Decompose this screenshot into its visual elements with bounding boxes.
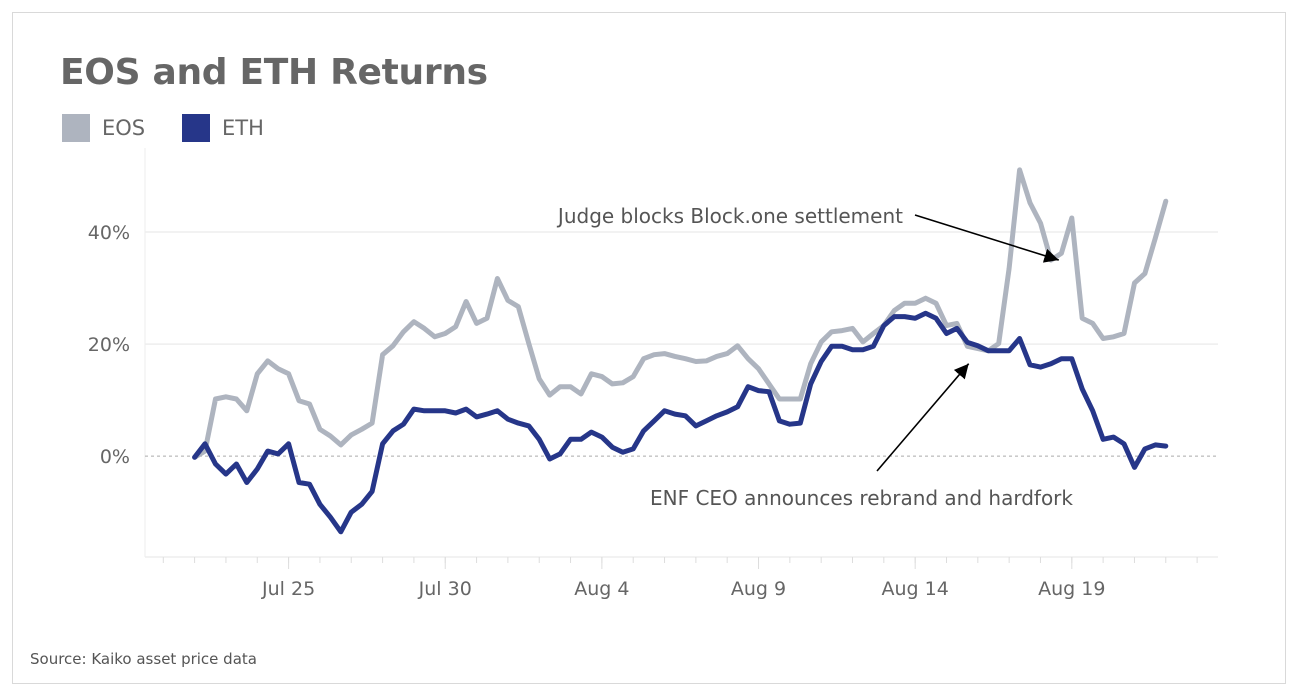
series-line-eth [192, 310, 1169, 535]
chart-card [12, 12, 1286, 684]
legend-label-eos: EOS [102, 116, 146, 140]
series-line-eos [192, 167, 1169, 460]
y-tick-label: 0% [100, 446, 130, 468]
chart-title: EOS and ETH Returns [60, 52, 488, 93]
annotation-label: ENF CEO announces rebrand and hardfork [650, 486, 1073, 510]
legend-swatch-eth [182, 114, 210, 142]
annotation-label: Judge blocks Block.one settlement [556, 204, 903, 228]
x-tick-label: Aug 9 [731, 578, 786, 600]
x-tick-label: Jul 30 [418, 578, 472, 600]
x-tick-label: Aug 14 [881, 578, 948, 600]
legend-item-eth[interactable]: ETH [182, 114, 264, 142]
legend-item-eos[interactable]: EOS [62, 114, 145, 142]
annotation-arrow [914, 214, 1059, 263]
x-tick-label: Aug 4 [574, 578, 629, 600]
legend-label-eth: ETH [222, 116, 264, 140]
x-tick-label: Aug 19 [1038, 578, 1105, 600]
y-tick-label: 40% [88, 222, 130, 244]
annotation-arrow [876, 363, 970, 472]
legend-swatch-eos [62, 114, 90, 142]
x-tick-label: Jul 25 [261, 578, 315, 600]
y-tick-label: 20% [88, 334, 130, 356]
source-note: Source: Kaiko asset price data [30, 650, 257, 668]
